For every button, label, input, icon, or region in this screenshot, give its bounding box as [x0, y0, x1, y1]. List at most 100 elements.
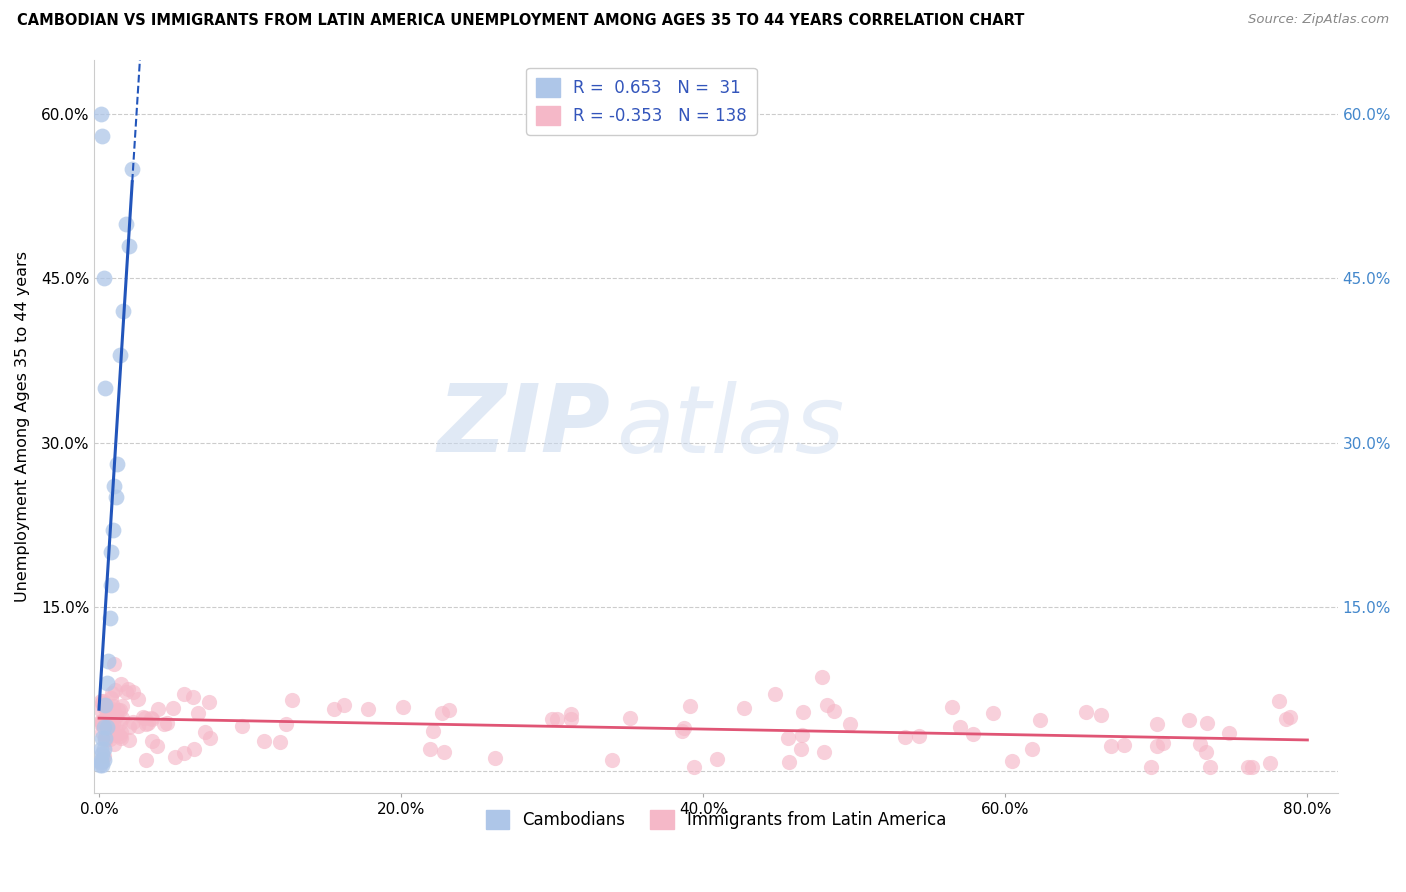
Point: [392, 700, 415, 714]
Point: [93, 753, 115, 767]
Point: [253, 734, 276, 748]
Point: [894, 730, 917, 744]
Point: [135, 753, 157, 767]
Point: [776, 731, 799, 745]
Point: [138, 716, 160, 731]
Point: [101, 722, 124, 736]
Point: [706, 752, 728, 766]
Point: [679, 698, 702, 713]
Point: [89, 714, 111, 728]
Point: [141, 734, 163, 748]
Point: [115, 217, 138, 231]
Point: [100, 578, 122, 592]
Point: [100, 717, 122, 731]
Point: [187, 706, 209, 720]
Point: [91, 129, 114, 144]
Point: [89, 758, 111, 772]
Point: [94, 381, 117, 395]
Point: [94, 731, 117, 746]
Point: [96, 732, 118, 747]
Point: [110, 729, 132, 743]
Point: [1140, 760, 1163, 774]
Point: [1275, 712, 1298, 726]
Point: [107, 703, 129, 717]
Point: [600, 753, 623, 767]
Point: [181, 690, 204, 704]
Text: CAMBODIAN VS IMMIGRANTS FROM LATIN AMERICA UNEMPLOYMENT AMONG AGES 35 TO 44 YEAR: CAMBODIAN VS IMMIGRANTS FROM LATIN AMERI…: [17, 13, 1024, 29]
Point: [422, 724, 444, 739]
Point: [198, 731, 221, 745]
Point: [121, 685, 143, 699]
Point: [90, 714, 112, 729]
Point: [1279, 709, 1302, 723]
Point: [815, 698, 838, 713]
Point: [90, 703, 112, 717]
Point: [110, 677, 132, 691]
Point: [104, 683, 127, 698]
Point: [194, 724, 217, 739]
Point: [1021, 742, 1043, 756]
Point: [105, 458, 128, 472]
Point: [274, 717, 297, 731]
Point: [121, 161, 143, 176]
Point: [560, 706, 582, 721]
Point: [89, 742, 111, 756]
Point: [790, 742, 813, 756]
Point: [118, 238, 141, 252]
Point: [96, 676, 118, 690]
Text: Source: ZipAtlas.com: Source: ZipAtlas.com: [1249, 13, 1389, 27]
Point: [127, 691, 149, 706]
Point: [546, 712, 568, 726]
Point: [104, 490, 127, 504]
Point: [1188, 737, 1211, 751]
Point: [118, 732, 141, 747]
Point: [101, 685, 124, 699]
Point: [823, 704, 845, 718]
Point: [1258, 756, 1281, 770]
Point: [91, 694, 114, 708]
Point: [94, 731, 117, 745]
Point: [484, 751, 506, 765]
Point: [146, 702, 169, 716]
Point: [811, 670, 834, 684]
Y-axis label: Unemployment Among Ages 35 to 44 years: Unemployment Among Ages 35 to 44 years: [15, 251, 30, 601]
Point: [103, 479, 125, 493]
Point: [107, 724, 129, 739]
Point: [1218, 726, 1240, 740]
Point: [139, 711, 162, 725]
Point: [98, 705, 121, 719]
Point: [153, 717, 176, 731]
Point: [108, 716, 131, 731]
Point: [430, 706, 453, 720]
Point: [90, 696, 112, 710]
Point: [103, 657, 125, 672]
Point: [93, 748, 115, 763]
Point: [93, 742, 115, 756]
Point: [110, 724, 132, 739]
Point: [94, 733, 117, 747]
Point: [101, 699, 124, 714]
Point: [197, 695, 219, 709]
Point: [110, 731, 132, 745]
Point: [433, 745, 456, 759]
Point: [135, 716, 157, 731]
Point: [1177, 713, 1199, 727]
Point: [100, 691, 122, 706]
Point: [839, 716, 862, 731]
Point: [98, 701, 121, 715]
Point: [962, 727, 984, 741]
Point: [93, 720, 115, 734]
Point: [98, 731, 121, 746]
Point: [91, 731, 114, 745]
Point: [1240, 760, 1263, 774]
Point: [108, 348, 131, 362]
Point: [90, 753, 112, 767]
Point: [94, 698, 117, 712]
Point: [1195, 745, 1218, 759]
Point: [792, 728, 814, 742]
Point: [112, 304, 135, 318]
Point: [682, 760, 704, 774]
Point: [281, 692, 304, 706]
Point: [1146, 717, 1168, 731]
Point: [173, 687, 195, 701]
